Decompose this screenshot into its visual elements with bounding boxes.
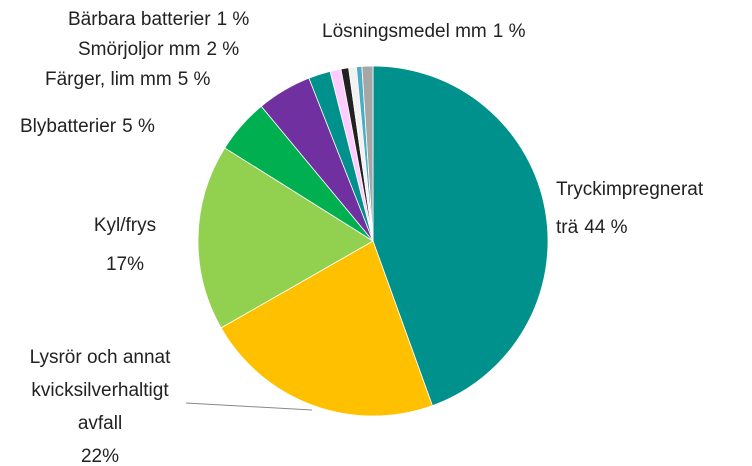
label-line: Bärbara batterier: [68, 9, 211, 30]
value-label: 44 %: [584, 217, 627, 238]
pie-slice: [361, 65, 374, 242]
value-label: 17%: [106, 254, 144, 275]
label-line: Smörjoljor mm: [78, 39, 200, 60]
label-line: Färger, lim mm: [45, 69, 172, 90]
label-line: Lösningsmedel mm: [322, 21, 487, 42]
label-line: kvicksilverhaltigt: [31, 380, 169, 401]
value-label: 2 %: [206, 39, 239, 60]
value-label: 5 %: [178, 69, 211, 90]
pie-slice: [220, 240, 433, 417]
value-label: 1 %: [493, 21, 526, 42]
label-line: avfall: [78, 413, 122, 434]
data-label: Färger, lim mm 5 %: [45, 69, 211, 90]
label-line: Lysrör och annat: [30, 347, 172, 368]
pie-slice: [372, 65, 549, 407]
label-line: Blybatterier: [20, 116, 117, 137]
data-label: Bärbara batterier 1 %: [68, 9, 249, 30]
data-label: Tryckimpregnerat trä 44 %: [556, 179, 704, 238]
data-label: Smörjoljor mm 2 %: [78, 39, 239, 60]
data-label: Lysrör och annat kvicksilverhaltigt avfall…: [30, 347, 172, 466]
pie-slice: [197, 147, 374, 329]
leader-line: [185, 402, 313, 411]
label-line: trä: [556, 217, 579, 238]
value-label: 5 %: [122, 116, 155, 137]
data-label: Blybatterier 5 %: [20, 116, 155, 137]
data-label: Kyl/frys 17%: [94, 215, 156, 275]
value-label: 1 %: [217, 9, 250, 30]
value-label: 22%: [81, 446, 119, 466]
label-line: Tryckimpregnerat: [556, 179, 704, 200]
data-label: Lösningsmedel mm 1 %: [322, 21, 526, 42]
label-line: Kyl/frys: [94, 215, 156, 236]
